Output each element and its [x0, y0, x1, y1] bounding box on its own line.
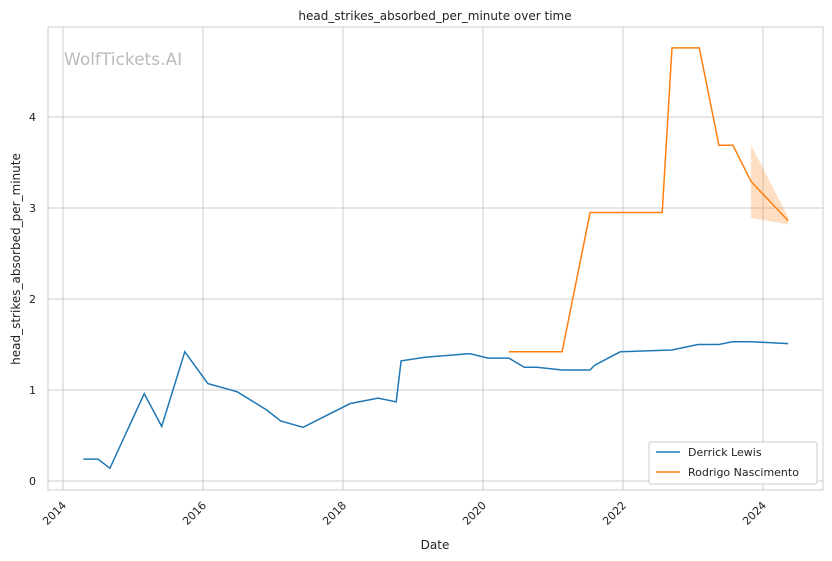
legend-label-rodrigo-nascimento: Rodrigo Nascimento	[688, 466, 799, 479]
series-line-rodrigo-nascimento	[508, 47, 789, 353]
y-tick-label: 3	[29, 202, 36, 215]
y-tick-label: 1	[29, 384, 36, 397]
watermark: WolfTickets.AI	[64, 50, 182, 70]
y-axis-label: head_strikes_absorbed_per_minute	[9, 153, 23, 365]
confidence-band-rodrigo-nascimento	[751, 145, 789, 225]
x-tick-label: 2022	[600, 499, 629, 528]
y-tick-label: 4	[29, 111, 36, 124]
y-tick-label: 2	[29, 293, 36, 306]
chart-title: head_strikes_absorbed_per_minute over ti…	[298, 9, 571, 23]
x-tick-label: 2016	[180, 499, 209, 528]
x-tick-label: 2024	[740, 499, 769, 528]
plot-area	[47, 26, 824, 491]
legend: Derrick Lewis Rodrigo Nascimento	[648, 441, 818, 485]
legend-label-derrick-lewis: Derrick Lewis	[688, 446, 762, 459]
y-tick-label: 0	[29, 475, 36, 488]
x-axis-label: Date	[421, 538, 450, 552]
x-tick-label: 2018	[320, 499, 349, 528]
x-tick-label: 2020	[460, 499, 489, 528]
x-tick-label: 2014	[40, 499, 69, 528]
